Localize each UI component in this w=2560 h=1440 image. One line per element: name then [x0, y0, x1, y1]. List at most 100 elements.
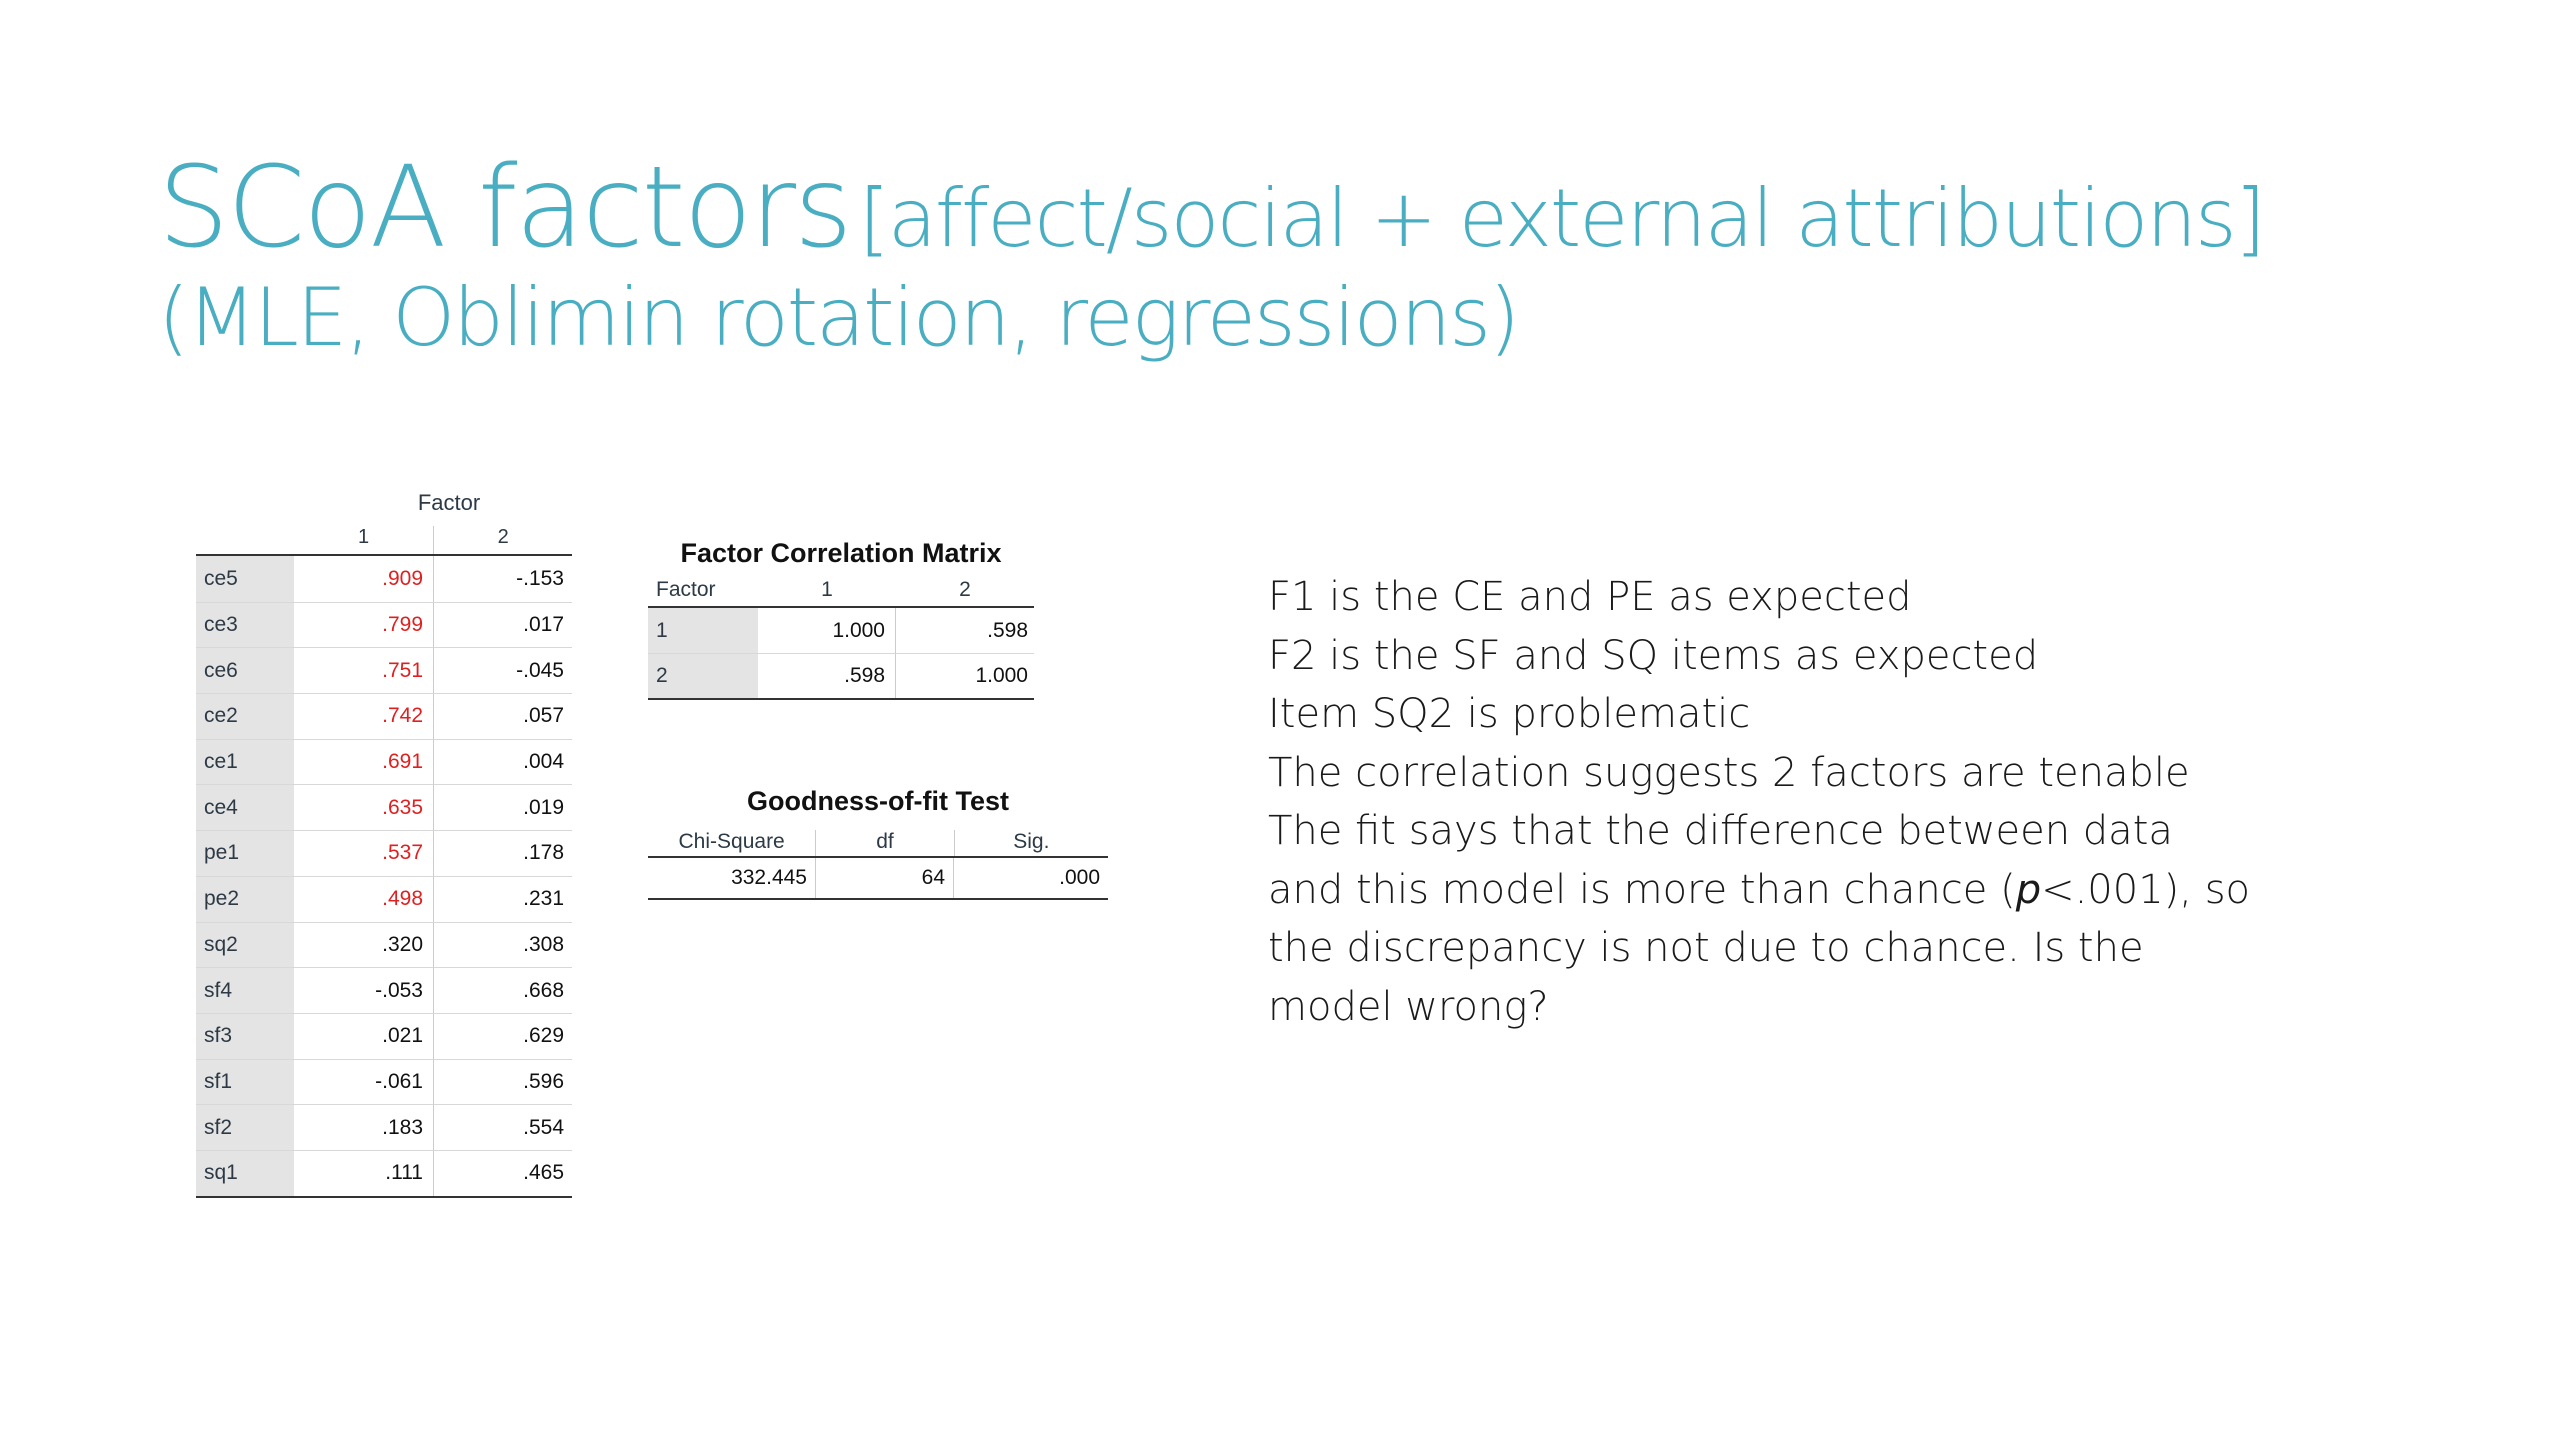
notes-text: F1 is the CE and PE as expected F2 is th… [1268, 568, 2258, 1036]
factor-1-loading: .537 [294, 830, 434, 876]
factor-2-loading: .231 [434, 875, 572, 922]
factor-1-loading: .021 [294, 1012, 434, 1059]
table-row: ce1.691.004 [196, 738, 572, 785]
factor-1-loading: .498 [294, 875, 434, 922]
factor-1-loading: .751 [294, 647, 434, 694]
factor-1-loading: .320 [294, 921, 434, 968]
factor-1-loading: .742 [294, 693, 434, 739]
table-row: sq1.111.465 [196, 1149, 572, 1198]
chi-square-value: 332.445 [648, 858, 816, 898]
slide-title-sub: [affect/social + external attributions] [858, 172, 2266, 265]
table-row: sf1 -.061.596 [196, 1058, 572, 1105]
correlation-cell: 1.000 [896, 653, 1034, 698]
correlation-cell: .598 [758, 653, 896, 698]
sig-value: .000 [1059, 866, 1100, 889]
item-label: pe2 [196, 875, 294, 922]
correlation-matrix-title: Factor Correlation Matrix [680, 538, 1002, 568]
factor-2-loading: .668 [434, 967, 572, 1013]
factor-2-loading: .004 [434, 738, 572, 785]
table-row: pe2.498.231 [196, 875, 572, 922]
factor-1-loading: .799 [294, 601, 434, 648]
factor-2-loading: -.045 [434, 647, 572, 693]
item-label: sq1 [196, 1149, 294, 1196]
column-header-1: 1 [294, 526, 435, 554]
table-row: ce6.751 -.045 [196, 647, 572, 694]
table-row: ce5.909 -.153 [196, 556, 572, 602]
note-p-italic: p [2015, 866, 2042, 913]
item-label: ce6 [196, 647, 294, 694]
correlation-header-factor: Factor [656, 578, 716, 601]
table-row: sf2.183.554 [196, 1104, 572, 1150]
factor-2-loading: .465 [434, 1149, 572, 1196]
factor-2-loading: .629 [434, 1012, 572, 1059]
item-label: ce5 [196, 556, 294, 602]
header-sig: Sig. [1013, 830, 1050, 853]
item-label: sf3 [196, 1012, 294, 1059]
factor-1-loading: -.061 [294, 1058, 434, 1105]
table-row: pe1.537.178 [196, 830, 572, 876]
note-line: Item SQ2 is problematic [1268, 691, 1751, 737]
table-row: sq2.320.308 [196, 921, 572, 968]
note-line: F2 is the SF and SQ items as expected [1268, 632, 2039, 679]
pattern-matrix-body: ce5.909 -.153 ce3.799.017 ce6.751 -.045 ce2.7… [196, 556, 572, 1198]
correlation-row: 1 1.000 .598 [648, 608, 1034, 653]
factor-correlation-matrix: Factor Correlation Matrix Factor 1 2 1 1… [648, 538, 1034, 700]
correlation-cell: .598 [987, 618, 1028, 642]
header-chi-square: Chi-Square [648, 830, 817, 856]
column-header-row: 1 2 [196, 526, 572, 556]
slide-title: SCoA factors [affect/social + external a… [158, 148, 2266, 364]
table-row: ce4.635.019 [196, 784, 572, 831]
corner-cell [196, 526, 294, 554]
note-line: F1 is the CE and PE as expected [1268, 574, 1912, 620]
factor-2-loading: .554 [434, 1104, 572, 1150]
factor-2-loading: .596 [434, 1058, 572, 1105]
factor-1-loading: .183 [294, 1104, 434, 1150]
factor-1-loading: .635 [294, 784, 434, 831]
note-text: <.001), so the discrepancy is not due to… [1268, 866, 2251, 1030]
goodness-of-fit-table: Goodness-of-fit Test Chi-Square df Sig. … [648, 786, 1108, 900]
correlation-row-label: 1 [648, 608, 758, 653]
header-df: df [816, 830, 955, 856]
note-line: The correlation suggests 2 factors are t… [1268, 749, 2190, 796]
correlation-cell: 1.000 [758, 608, 896, 653]
column-header-2: 2 [497, 526, 509, 548]
item-label: sf2 [196, 1104, 294, 1150]
factor-2-loading: .017 [434, 601, 572, 648]
note-paragraph: The fit says that the difference between… [1268, 802, 2258, 1036]
item-label: ce4 [196, 784, 294, 831]
factor-header: Factor [417, 490, 481, 515]
factor-1-loading: -.053 [294, 967, 434, 1013]
item-label: sf4 [196, 967, 294, 1013]
slide-subtitle: (MLE, Oblimin rotation, regressions) [158, 270, 1520, 364]
correlation-row-label: 2 [648, 653, 758, 698]
goodness-of-fit-row: 332.445 64 .000 [648, 858, 1108, 900]
correlation-row: 2 .598 1.000 [648, 653, 1034, 700]
factor-1-loading: .111 [294, 1149, 434, 1196]
table-row: ce3.799.017 [196, 601, 572, 648]
item-label: pe1 [196, 830, 294, 876]
note-text: The fit says that the difference between… [1268, 808, 2173, 913]
goodness-of-fit-title: Goodness-of-fit Test [747, 786, 1009, 816]
slide-title-main: SCoA factors [158, 143, 853, 273]
table-row: sf4 -.053.668 [196, 967, 572, 1013]
factor-2-loading: -.153 [516, 566, 564, 590]
factor-2-loading: .178 [434, 830, 572, 876]
factor-1-loading: .909 [294, 556, 434, 602]
goodness-of-fit-header-row: Chi-Square df Sig. [648, 822, 1108, 858]
item-label: sq2 [196, 921, 294, 968]
factor-2-loading: .057 [434, 693, 572, 739]
factor-1-loading: .691 [294, 738, 434, 785]
item-label: ce3 [196, 601, 294, 648]
factor-2-loading: .019 [434, 784, 572, 830]
factor-2-loading: .308 [434, 921, 572, 968]
correlation-header-1: 1 [821, 578, 833, 601]
item-label: ce2 [196, 693, 294, 739]
table-row: sf3.021.629 [196, 1012, 572, 1059]
correlation-header-2: 2 [959, 578, 971, 601]
item-label: sf1 [196, 1058, 294, 1105]
pattern-matrix-table: Factor 1 2 ce5.909 -.153 ce3.799.017 ce6.75… [196, 490, 572, 1198]
correlation-header-row: Factor 1 2 [648, 574, 1034, 608]
df-value: 64 [816, 858, 954, 898]
table-row: ce2.742.057 [196, 693, 572, 739]
item-label: ce1 [196, 738, 294, 785]
